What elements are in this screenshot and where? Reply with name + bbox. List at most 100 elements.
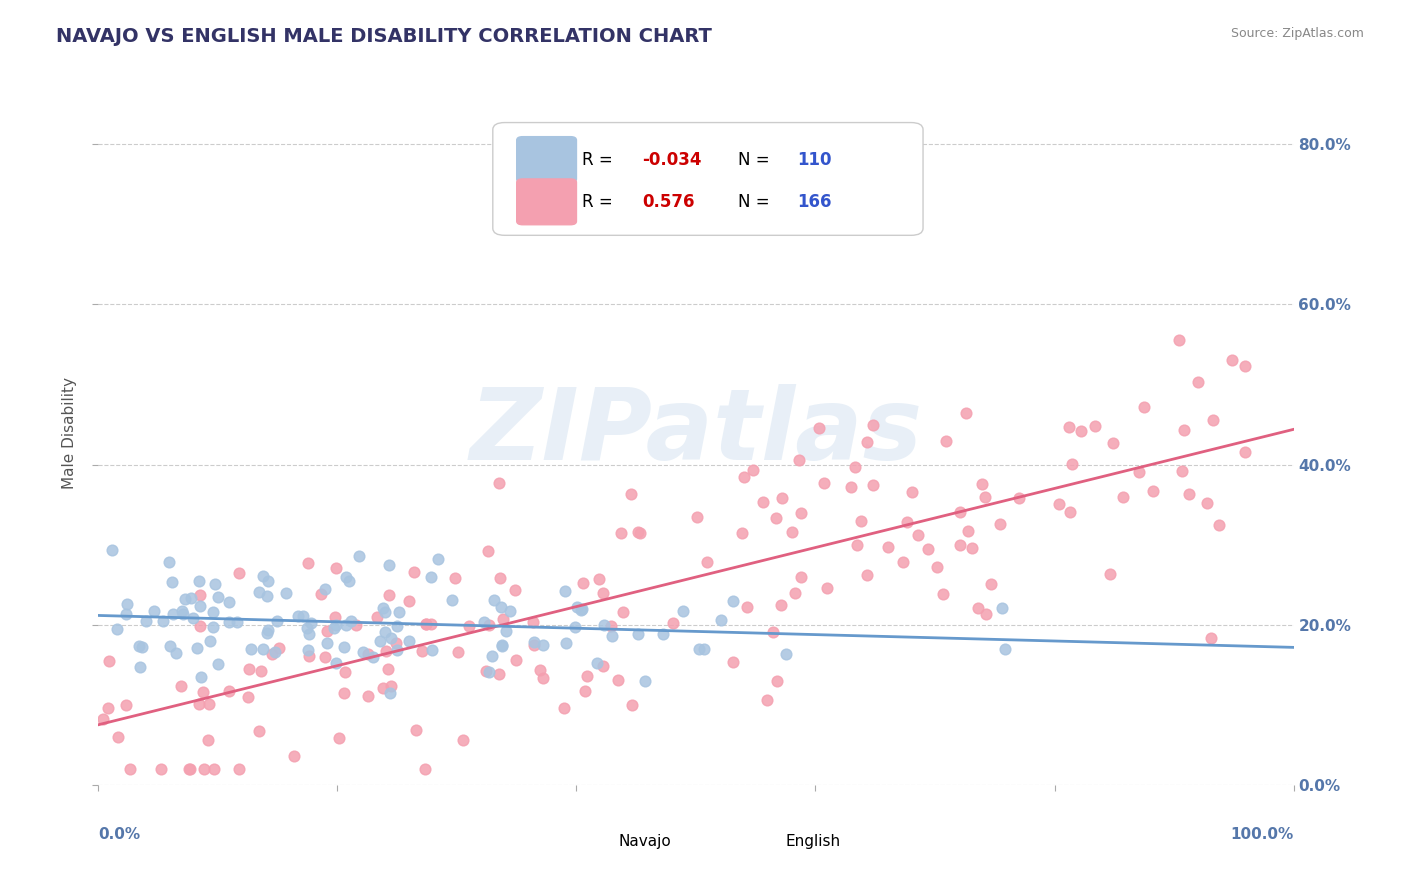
Point — [1084, 418, 1107, 433]
Text: N =: N = — [738, 151, 775, 169]
Point — [1070, 424, 1092, 438]
Point — [481, 648, 503, 663]
Point — [495, 624, 517, 639]
Point — [662, 616, 685, 631]
Text: Source: ZipAtlas.com: Source: ZipAtlas.com — [1230, 27, 1364, 40]
Point — [762, 625, 785, 640]
Point — [1008, 491, 1031, 505]
Point — [492, 612, 515, 626]
Point — [901, 484, 924, 499]
Point — [315, 636, 337, 650]
Point — [385, 619, 408, 633]
Point — [325, 617, 347, 632]
Point — [159, 639, 181, 653]
Text: 0.0%: 0.0% — [98, 827, 141, 842]
Point — [247, 584, 270, 599]
Point — [228, 762, 250, 776]
Point — [990, 517, 1012, 532]
Point — [371, 600, 394, 615]
Point — [925, 560, 948, 574]
Point — [193, 762, 215, 776]
Point — [1233, 445, 1256, 459]
Point — [368, 634, 391, 648]
Point — [741, 463, 763, 477]
Point — [783, 586, 806, 600]
Point — [472, 615, 495, 629]
Point — [283, 748, 305, 763]
Point — [522, 615, 544, 629]
Point — [1201, 632, 1223, 646]
Point — [252, 642, 274, 657]
Point — [973, 491, 995, 505]
Point — [1128, 465, 1150, 479]
Point — [733, 469, 755, 483]
Point — [491, 640, 513, 654]
Point — [97, 701, 120, 715]
Point — [688, 642, 710, 657]
Point — [696, 556, 718, 570]
Point — [420, 570, 443, 584]
Point — [218, 615, 240, 629]
Point — [295, 621, 318, 635]
Point — [980, 577, 1002, 591]
Point — [335, 570, 357, 584]
Point — [976, 607, 998, 622]
Point — [420, 643, 443, 657]
Point — [1047, 497, 1070, 511]
Point — [228, 566, 250, 581]
Point — [371, 681, 394, 695]
Point — [328, 731, 350, 745]
Point — [207, 657, 229, 672]
Point — [292, 609, 315, 624]
Text: -0.034: -0.034 — [643, 151, 702, 169]
Point — [807, 421, 830, 435]
Point — [845, 538, 868, 552]
Point — [297, 643, 319, 657]
Point — [314, 650, 336, 665]
Text: English: English — [786, 834, 841, 849]
Point — [710, 613, 733, 627]
Point — [225, 615, 247, 629]
Text: 110: 110 — [797, 151, 832, 169]
Point — [766, 674, 789, 689]
Point — [610, 526, 633, 541]
Point — [770, 491, 793, 505]
Point — [1171, 464, 1194, 478]
Text: 100.0%: 100.0% — [1230, 827, 1294, 842]
Point — [592, 586, 614, 600]
Point — [1142, 483, 1164, 498]
Point — [143, 603, 166, 617]
Point — [1177, 487, 1199, 501]
Point — [415, 617, 437, 632]
Point — [652, 627, 675, 641]
Point — [384, 636, 406, 650]
Point — [856, 567, 879, 582]
Point — [378, 558, 401, 572]
Point — [489, 571, 512, 585]
Point — [247, 724, 270, 739]
Point — [1112, 490, 1135, 504]
Point — [218, 683, 240, 698]
Point — [107, 623, 129, 637]
Point — [419, 616, 441, 631]
Point — [994, 642, 1017, 657]
Point — [474, 664, 496, 678]
Point — [693, 642, 716, 657]
Point — [813, 475, 835, 490]
Point — [107, 730, 129, 744]
Point — [564, 620, 586, 634]
Point — [413, 762, 436, 776]
Point — [569, 602, 592, 616]
Point — [135, 615, 157, 629]
Point — [179, 762, 201, 776]
Point — [101, 543, 124, 558]
Point — [907, 528, 929, 542]
Point — [197, 732, 219, 747]
Point — [627, 627, 650, 641]
Point — [841, 480, 863, 494]
Point — [120, 762, 142, 776]
Point — [380, 680, 402, 694]
Point — [1057, 420, 1080, 434]
Point — [628, 526, 651, 541]
Point — [917, 541, 939, 556]
